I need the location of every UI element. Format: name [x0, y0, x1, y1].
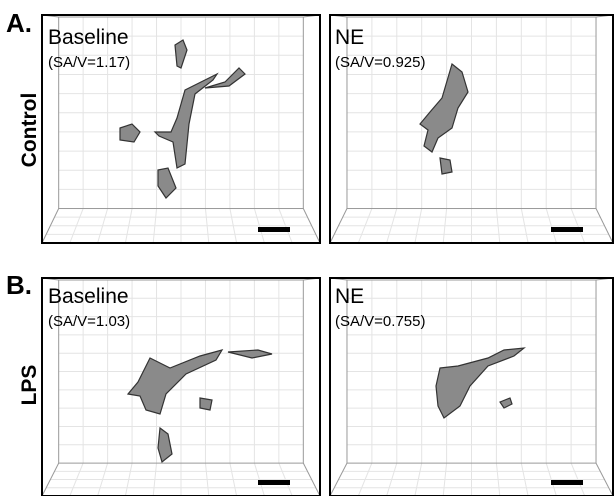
scale-bar: [258, 480, 290, 485]
image-title: NE: [335, 285, 364, 308]
cell: [420, 64, 468, 174]
image-title: NE: [335, 26, 364, 49]
sa-v-ratio: (SA/V=1.17): [48, 54, 130, 71]
figure: A. Control B. LPS Baseline (SA/V=1.17) N…: [0, 0, 615, 496]
sa-v-ratio: (SA/V=0.755): [335, 313, 425, 330]
image-title: Baseline: [48, 285, 129, 308]
scale-bar: [551, 480, 583, 485]
cell: [436, 348, 524, 418]
condition-label: Control: [18, 93, 41, 168]
cell: [120, 40, 245, 198]
panel-label: B.: [6, 270, 32, 300]
scale-bar: [258, 227, 290, 232]
panels: [42, 15, 613, 496]
condition-label: LPS: [18, 365, 41, 406]
sa-v-ratio: (SA/V=1.03): [48, 313, 130, 330]
sa-v-ratio: (SA/V=0.925): [335, 54, 425, 71]
image-title: Baseline: [48, 26, 129, 49]
scale-bar: [551, 227, 583, 232]
panel-label: A.: [6, 8, 32, 38]
